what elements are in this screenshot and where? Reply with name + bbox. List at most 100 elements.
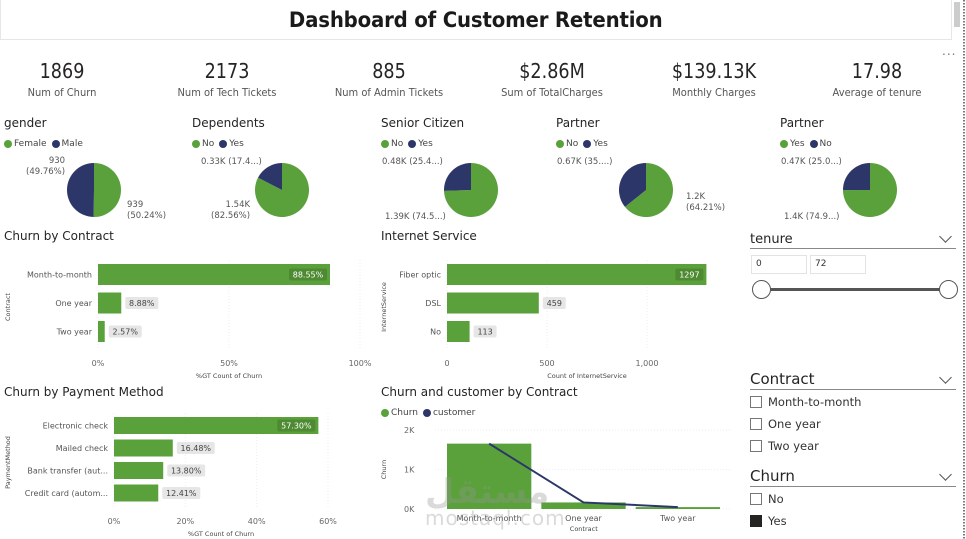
- bar-churn[interactable]: [447, 443, 532, 509]
- bar[interactable]: [114, 439, 173, 457]
- slicer-title: Contract: [750, 370, 815, 388]
- pie-slice-yes[interactable]: [444, 163, 471, 191]
- legend-item[interactable]: No: [809, 139, 832, 149]
- bar[interactable]: [98, 264, 331, 285]
- data-label: 1297: [679, 271, 699, 280]
- kpi-card-total-charges: $2.86M Sum of TotalCharges: [477, 58, 627, 99]
- churn-by-payment-chart: 0% 20% 40% 60% %GT Count of Churn PaymentMeth…: [4, 413, 337, 538]
- tenure-slider-min-handle[interactable]: [752, 280, 771, 299]
- checkbox-checked[interactable]: [750, 515, 762, 527]
- legend-item[interactable]: Yes: [780, 139, 805, 149]
- x-axis-label: %GT Count of Churn: [188, 530, 254, 538]
- legend-item[interactable]: No: [192, 139, 214, 149]
- slicer-item-label: Month-to-month: [768, 395, 862, 409]
- bar-churn[interactable]: [635, 507, 720, 509]
- legend-label: No: [202, 139, 215, 149]
- bar[interactable]: [98, 321, 105, 342]
- bar-churn[interactable]: [541, 502, 626, 509]
- page-title: Dashboard of Customer Retention: [289, 7, 663, 32]
- chevron-down-icon[interactable]: [939, 468, 952, 481]
- legend-item-churn[interactable]: Churn: [381, 408, 418, 418]
- page-border: [963, 0, 965, 539]
- pie-slice-no[interactable]: [843, 163, 870, 191]
- pie-data-label: 1.39K (74.5...): [385, 212, 446, 222]
- pie-slice-female[interactable]: [93, 163, 121, 217]
- bar[interactable]: [114, 484, 159, 502]
- checkbox[interactable]: [750, 440, 762, 452]
- contract-slicer-header[interactable]: Contract: [750, 368, 956, 390]
- slicer-item-one-year[interactable]: One year: [750, 417, 821, 431]
- x-tick-label: 0%: [108, 517, 121, 526]
- data-label-bg: [289, 268, 328, 281]
- kpi-card-churn: 1869 Num of Churn: [0, 58, 137, 99]
- legend-item[interactable]: Yes: [408, 139, 433, 149]
- pie-slice-male[interactable]: [66, 163, 94, 217]
- bar[interactable]: [114, 417, 319, 434]
- pie-data-label: 930 (49.76%): [26, 156, 66, 177]
- x-tick-label: 40%: [248, 517, 266, 526]
- tenure-slider-track[interactable]: [760, 288, 948, 291]
- legend-item[interactable]: Male: [51, 139, 83, 149]
- bar[interactable]: [447, 292, 539, 314]
- pie-slice-yes[interactable]: [257, 163, 282, 190]
- slicer-item-two-year[interactable]: Two year: [750, 439, 819, 453]
- pie-legend: No Yes: [192, 139, 246, 149]
- x-tick-label: 1,000: [636, 359, 659, 368]
- x-tick-label: 500: [539, 359, 554, 368]
- x-axis-label: %GT Count of Churn: [196, 372, 262, 380]
- checkbox[interactable]: [750, 418, 762, 430]
- x-tick-label: 20%: [176, 517, 194, 526]
- legend-item[interactable]: No: [381, 139, 403, 149]
- legend-label: Yes: [593, 139, 608, 149]
- more-options-icon[interactable]: ...: [942, 44, 957, 58]
- line-customer[interactable]: [488, 442, 678, 509]
- legend-item[interactable]: Yes: [219, 139, 244, 149]
- pie-data-label: 0.47K (25.0...): [781, 157, 842, 167]
- checkbox[interactable]: [750, 493, 762, 505]
- category-label: Bank transfer (aut...: [27, 467, 108, 476]
- slicer-item-label: One year: [768, 417, 821, 431]
- y-axis-label: PaymentMethod: [4, 436, 12, 489]
- data-label-bg: [108, 325, 142, 338]
- pie-slice-no[interactable]: [444, 163, 498, 217]
- chevron-down-icon[interactable]: [939, 371, 952, 384]
- vertical-scrollbar[interactable]: [954, 2, 960, 27]
- data-label: 16.48%: [181, 444, 212, 453]
- category-label: Mailed check: [56, 444, 109, 453]
- slicer-title: tenure: [750, 232, 793, 247]
- tenure-max-input[interactable]: 72: [810, 255, 866, 274]
- legend-item[interactable]: Female: [4, 139, 47, 149]
- legend-label: Male: [61, 139, 83, 149]
- slicer-item-month-to-month[interactable]: Month-to-month: [750, 395, 861, 409]
- tenure-slicer-header[interactable]: tenure: [750, 230, 956, 249]
- pie-legend: Female Male: [4, 139, 85, 149]
- x-tick-label: One year: [565, 514, 602, 523]
- x-tick-label: 100%: [349, 359, 372, 368]
- churn-by-contract-chart: 0% 50% 100% %GT Count of Churn Contract Month…: [4, 260, 372, 380]
- bar[interactable]: [447, 264, 707, 285]
- legend-label: No: [391, 139, 404, 149]
- slicer-item-no[interactable]: No: [750, 492, 784, 506]
- legend-item[interactable]: Yes: [583, 139, 608, 149]
- pie-slice-yes[interactable]: [843, 163, 897, 217]
- tenure-min-input[interactable]: 0: [751, 255, 807, 274]
- checkbox[interactable]: [750, 396, 762, 408]
- legend-label: Churn: [391, 408, 418, 418]
- bar[interactable]: [98, 292, 122, 314]
- pie-slice-no[interactable]: [624, 163, 673, 217]
- tenure-slider-max-handle[interactable]: [939, 280, 958, 299]
- bar[interactable]: [447, 321, 470, 342]
- churn-customer-combo-chart: 0K 1K 2K Churn Month-to-month One year Two yea…: [380, 426, 730, 533]
- pie-slice-yes[interactable]: [619, 163, 646, 207]
- kpi-value: 2173: [204, 59, 250, 83]
- churn-slicer-header[interactable]: Churn: [750, 465, 956, 487]
- bar[interactable]: [114, 462, 164, 479]
- combo-legend: Churn customer: [381, 408, 477, 418]
- legend-item[interactable]: No: [556, 139, 578, 149]
- chevron-down-icon[interactable]: [939, 230, 952, 243]
- legend-item-customer[interactable]: customer: [422, 408, 475, 418]
- x-axis-label: Count of InternetService: [547, 372, 627, 380]
- slicer-item-yes[interactable]: Yes: [750, 514, 787, 528]
- legend-dot-icon: [408, 140, 417, 148]
- pie-title: Partner: [556, 116, 600, 130]
